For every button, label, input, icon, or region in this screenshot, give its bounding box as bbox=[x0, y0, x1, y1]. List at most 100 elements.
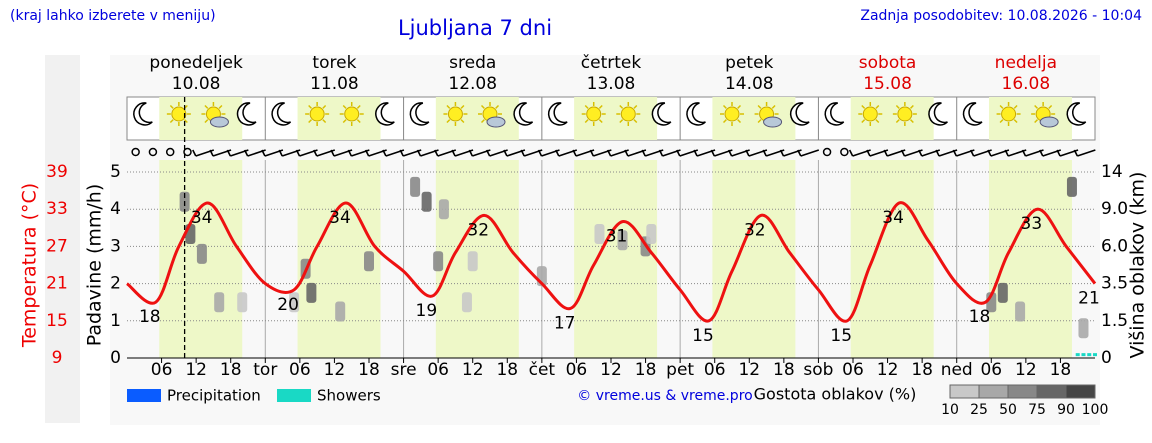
y2-tick-label: 1.5 bbox=[1101, 311, 1128, 331]
wind-barb bbox=[797, 149, 820, 157]
cloud-cell bbox=[335, 301, 346, 322]
moon-icon bbox=[547, 102, 568, 126]
x-tick-label: tor bbox=[253, 360, 277, 380]
cloud-cell bbox=[461, 292, 472, 313]
cloud-cell bbox=[421, 191, 432, 212]
sun-icon bbox=[620, 106, 636, 122]
sun-ray bbox=[895, 119, 900, 124]
temp-label: 18 bbox=[139, 307, 161, 327]
moon-icon bbox=[962, 102, 983, 126]
sun-ray bbox=[342, 104, 347, 109]
temp-label: 15 bbox=[830, 326, 852, 346]
sun-ray bbox=[722, 119, 727, 124]
sun-ray bbox=[1034, 119, 1039, 124]
precip-bar bbox=[1087, 353, 1092, 357]
sun-ray bbox=[460, 104, 465, 109]
sun-ray bbox=[722, 104, 727, 109]
sun-ray bbox=[861, 104, 866, 109]
y-tick-label: 2 bbox=[110, 274, 121, 294]
sun-ray bbox=[356, 104, 361, 109]
sun-ray bbox=[308, 104, 313, 109]
x-tick-label: 12 bbox=[877, 360, 899, 380]
day-name: torek bbox=[312, 53, 356, 73]
cloud-cell bbox=[617, 230, 628, 251]
day-name: četrtek bbox=[581, 53, 642, 73]
day-name: petek bbox=[725, 53, 773, 73]
x-tick-label: 18 bbox=[773, 360, 795, 380]
cloud-scale-tick: 10 bbox=[941, 402, 959, 418]
sun-ray bbox=[480, 119, 485, 124]
cloud-icon bbox=[486, 116, 506, 128]
left-panel bbox=[45, 55, 80, 423]
cloud-scale-swatch bbox=[978, 384, 1009, 399]
cloud-cell bbox=[467, 251, 478, 272]
chart-title: Ljubljana 7 dni bbox=[398, 16, 552, 40]
x-tick-label: 18 bbox=[911, 360, 933, 380]
cloud-cell bbox=[646, 224, 657, 244]
cloud-cell bbox=[306, 282, 317, 303]
temp-label: 21 bbox=[1078, 289, 1100, 309]
moon-icon bbox=[824, 102, 845, 126]
daylight-band bbox=[850, 97, 934, 140]
temp-label: 19 bbox=[416, 301, 438, 321]
cloud-scale-swatch bbox=[1036, 384, 1067, 399]
sun-ray bbox=[1034, 104, 1039, 109]
sun-ray bbox=[1048, 104, 1053, 109]
sun-ray bbox=[308, 119, 313, 124]
x-tick-label: 12 bbox=[185, 360, 207, 380]
x-tick-label: 06 bbox=[566, 360, 588, 380]
temp-tick-label: 27 bbox=[46, 236, 68, 256]
sun-ray bbox=[633, 104, 638, 109]
legend-swatch bbox=[127, 389, 161, 402]
cloud-cell bbox=[196, 243, 207, 264]
x-tick-label: 18 bbox=[635, 360, 657, 380]
day-name: ponedeljek bbox=[149, 53, 243, 73]
sun-ray bbox=[322, 119, 327, 124]
day-name: sreda bbox=[449, 53, 496, 73]
sun-icon bbox=[171, 106, 187, 122]
day-date: 12.08 bbox=[448, 74, 497, 94]
y-axis-label: Padavine (mm/h) bbox=[84, 184, 106, 347]
sun-icon bbox=[897, 106, 913, 122]
y2-tick-label: 6.0 bbox=[1101, 236, 1128, 256]
x-tick-label: sob bbox=[803, 360, 833, 380]
sun-ray bbox=[356, 119, 361, 124]
sun-ray bbox=[218, 104, 223, 109]
temp-label: 34 bbox=[191, 208, 213, 228]
moon-icon bbox=[513, 102, 534, 126]
moon-icon bbox=[928, 102, 948, 126]
sun-ray bbox=[619, 119, 624, 124]
temp-label: 34 bbox=[882, 208, 904, 228]
cloud-scale-tick: 75 bbox=[1028, 402, 1046, 418]
temp-tick-label: 21 bbox=[46, 274, 68, 294]
precip-bar bbox=[1081, 353, 1086, 357]
cloud-cell bbox=[594, 224, 605, 244]
moon-icon bbox=[686, 102, 706, 126]
sun-ray bbox=[861, 119, 866, 124]
sun-ray bbox=[737, 104, 742, 109]
cloud-icon bbox=[1039, 116, 1059, 128]
moon-icon bbox=[651, 102, 672, 126]
daylight-band bbox=[159, 97, 243, 140]
temp-label: 32 bbox=[744, 220, 766, 240]
sun-ray bbox=[446, 104, 451, 109]
sun-ray bbox=[584, 119, 589, 124]
x-tick-label: ned bbox=[941, 360, 973, 380]
sun-ray bbox=[1013, 119, 1018, 124]
y-tick-label: 4 bbox=[110, 199, 121, 219]
wind-calm bbox=[131, 147, 140, 157]
cloud-scale-tick: 50 bbox=[999, 402, 1017, 418]
y2-tick-label: 0 bbox=[1101, 348, 1112, 368]
sun-ray bbox=[446, 119, 451, 124]
x-tick-label: 12 bbox=[324, 360, 346, 380]
temp-tick-label: 15 bbox=[46, 311, 68, 331]
sun-ray bbox=[598, 104, 603, 109]
x-tick-label: 06 bbox=[151, 360, 173, 380]
sun-ray bbox=[204, 104, 209, 109]
y2-tick-label: 9.0 bbox=[1101, 199, 1128, 219]
sun-icon bbox=[309, 106, 325, 122]
x-tick-label: 06 bbox=[427, 360, 449, 380]
cloud-scale-tick: 25 bbox=[970, 402, 988, 418]
wind-calm bbox=[822, 147, 832, 157]
daylight-band bbox=[988, 160, 1072, 358]
